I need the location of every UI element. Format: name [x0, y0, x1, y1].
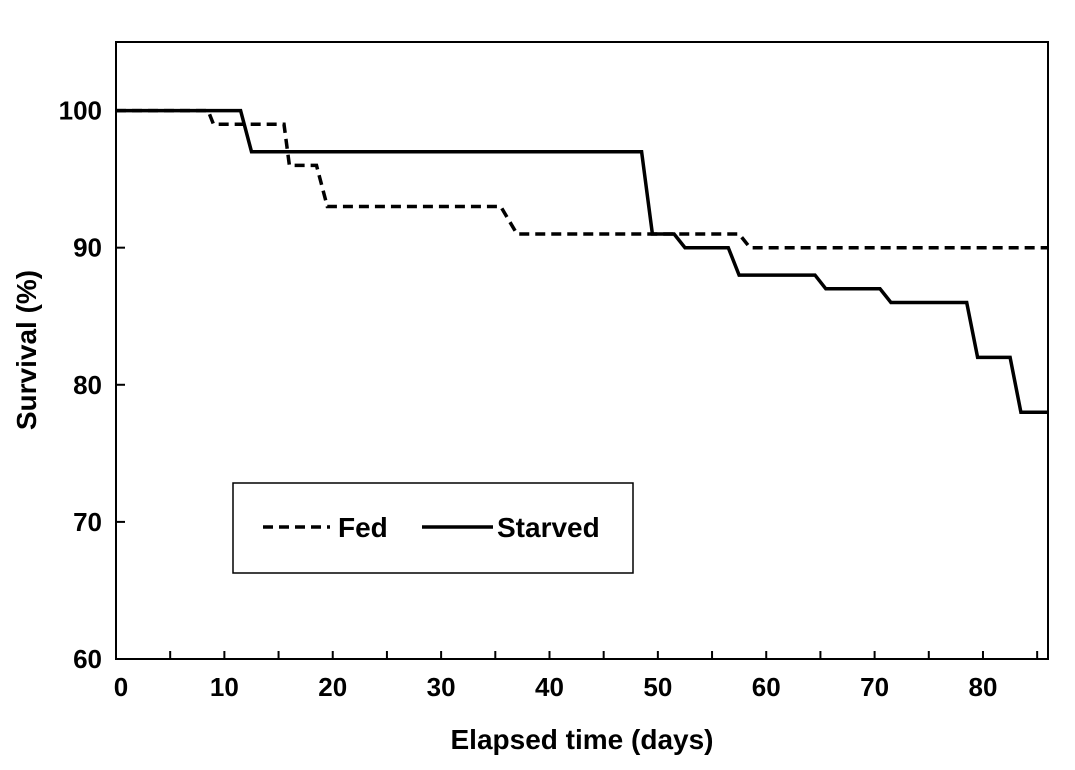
legend-label-starved: Starved [497, 512, 600, 543]
x-tick-label-30: 30 [427, 672, 456, 702]
legend-label-fed: Fed [338, 512, 388, 543]
x-tick-label-60: 60 [752, 672, 781, 702]
y-tick-label-90: 90 [73, 233, 102, 263]
plot-frame [115, 41, 1049, 660]
x-tick-label-40: 40 [535, 672, 564, 702]
y-tick-label-100: 100 [59, 96, 102, 126]
y-axis-title: Survival (%) [11, 270, 42, 430]
x-tick-label-80: 80 [969, 672, 998, 702]
y-tick-label-70: 70 [73, 507, 102, 537]
x-tick-label-0: 0 [114, 672, 128, 702]
x-axis-title: Elapsed time (days) [451, 724, 714, 755]
y-tick-label-60: 60 [73, 644, 102, 674]
legend: Fed Starved [232, 482, 634, 574]
x-tick-label-50: 50 [643, 672, 672, 702]
x-tick-label-20: 20 [318, 672, 347, 702]
series-line-fed [116, 108, 1048, 250]
x-tick-label-10: 10 [210, 672, 239, 702]
x-tick-label-70: 70 [860, 672, 889, 702]
y-tick-label-80: 80 [73, 370, 102, 400]
series-lines [116, 108, 1048, 414]
x-axis-ticks: 0 10 20 30 40 50 60 70 80 [114, 651, 1039, 702]
series-line-starved [116, 108, 1048, 414]
y-axis-ticks: 60 70 80 90 100 [59, 96, 125, 674]
